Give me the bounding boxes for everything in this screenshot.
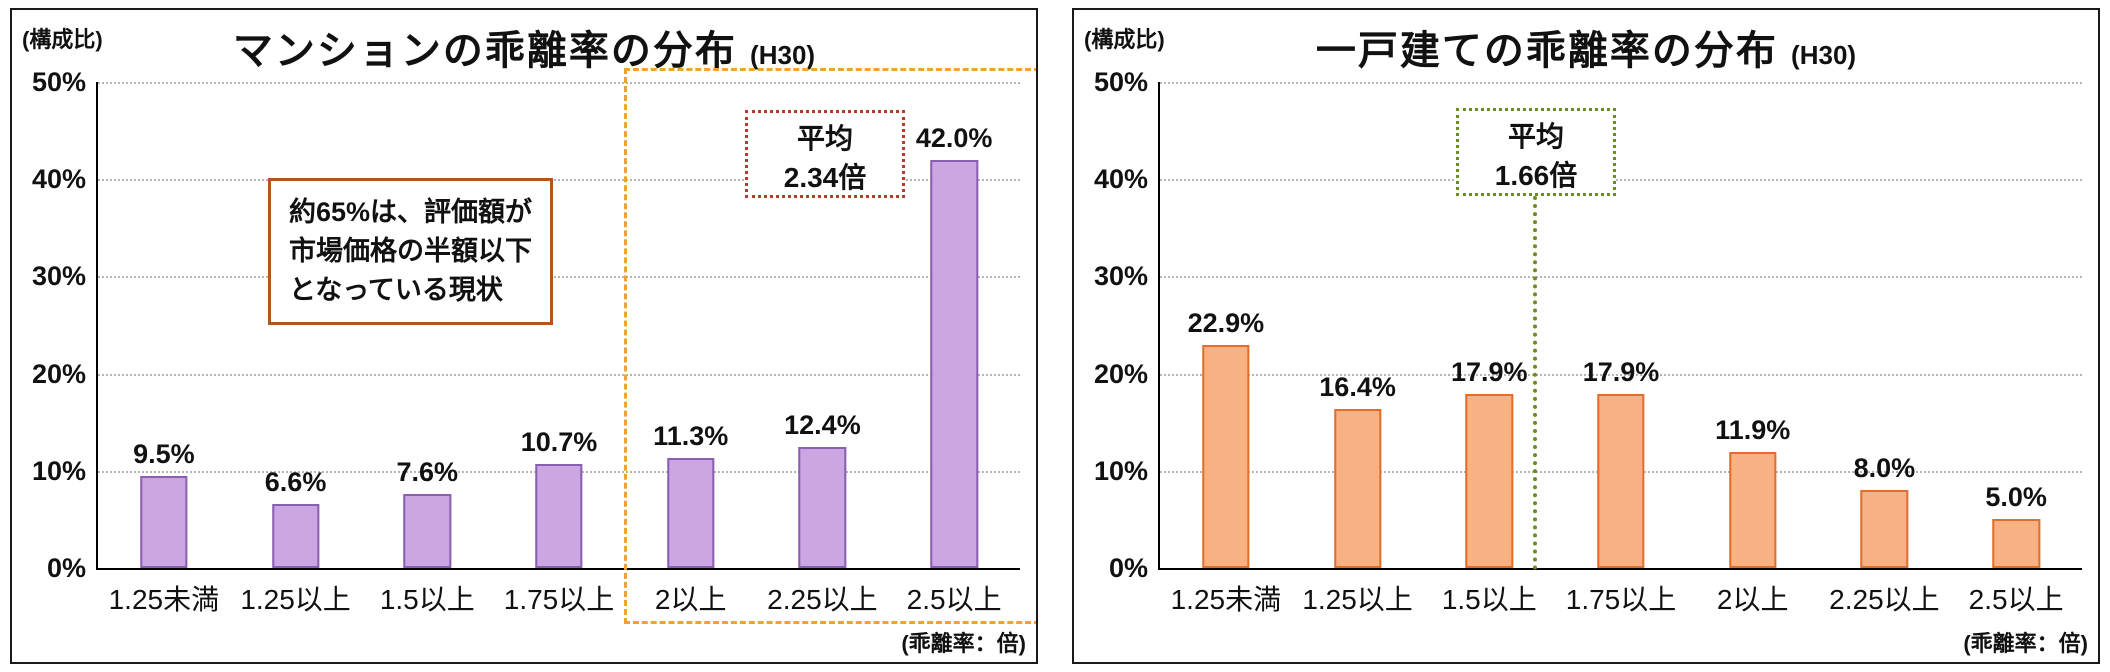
x-category-label: 2.25以上 [1829, 584, 1940, 615]
bar-value-label: 17.9% [1451, 357, 1528, 388]
bar [930, 159, 978, 568]
y-tick-label: 0% [46, 553, 86, 583]
x-category-label: 1.25以上 [240, 584, 351, 615]
bar-value-label: 10.7% [520, 427, 598, 457]
bar [1860, 490, 1909, 568]
chart-title-text: マンションの乖離率の分布 [232, 29, 737, 73]
bar-value-label: 11.9% [1715, 415, 1791, 446]
x-axis-unit-label: (乖離率：倍) [1963, 631, 2088, 656]
y-tick-label: 50% [1093, 67, 1148, 97]
bar-value-label: 16.4% [1319, 371, 1396, 402]
y-tick-label: 10% [1093, 455, 1148, 486]
y-tick-label: 0% [1108, 553, 1148, 583]
bar [1202, 345, 1250, 568]
highlight-dashed-box [624, 68, 1036, 624]
x-category-label: 1.25未満 [108, 584, 220, 615]
x-category-label: 2.5以上 [906, 584, 1002, 615]
x-category-label: 1.25未満 [1170, 584, 1282, 615]
gridline [98, 373, 1020, 376]
average-annotation-box: 平均 1.66倍 [1456, 108, 1616, 196]
note-annotation-box: 約65%は、評価額が 市場価格の半額以下 となっている現状 [268, 178, 554, 326]
gridline [1160, 82, 2082, 84]
gridline [98, 82, 1020, 84]
average-annotation-box: 平均 2.34倍 [745, 110, 905, 198]
bar [1729, 452, 1777, 568]
average-dotted-line [1533, 196, 1537, 570]
bar-value-label: 6.6% [264, 466, 327, 497]
bar [798, 447, 847, 568]
bar-value-label: 5.0% [1985, 482, 2047, 513]
plot-area: 0% 10% 20% 30% 40% 50% 9.5% 1.25未満 6.6% 1.25以上 7.6… [32, 67, 1020, 615]
bar-value-label: 7.6% [396, 457, 459, 488]
bar [140, 475, 188, 568]
bar [1597, 394, 1645, 568]
chart-panel-detached-house: (構成比) 一戸建ての乖離率の分布 (H30) 0% 10% 20% 30% 40% 50… [1072, 8, 2100, 664]
chart-title: マンションの乖離率の分布 (H30) [12, 18, 1036, 76]
x-category-label: 2以上 [654, 584, 727, 615]
chart-title: 一戸建ての乖離率の分布 (H30) [1074, 18, 2098, 76]
bar-value-label: 9.5% [133, 438, 195, 469]
y-axis-unit-label: (構成比) [1084, 27, 1165, 52]
x-category-label: 2以上 [1716, 584, 1789, 615]
x-category-label: 1.5以上 [1441, 584, 1537, 615]
x-category-label: 1.75以上 [1565, 584, 1677, 615]
x-category-label: 1.5以上 [379, 584, 475, 615]
bar-value-label: 8.0% [1853, 453, 1916, 484]
chart-title-suffix: (H30) [750, 40, 816, 70]
bar-value-label: 12.4% [784, 410, 861, 441]
bar [1992, 519, 2040, 568]
gridline [1160, 276, 2082, 279]
y-tick-label: 30% [31, 261, 86, 292]
x-category-label: 1.75以上 [503, 584, 615, 615]
y-tick-label: 40% [31, 164, 86, 195]
bar [1333, 408, 1382, 568]
gridline [1160, 179, 2082, 182]
gridline [98, 179, 1020, 182]
bar-value-label: 17.9% [1582, 357, 1660, 388]
y-tick-label: 20% [1093, 358, 1148, 389]
bar-value-label: 42.0% [915, 122, 993, 153]
y-tick-label: 50% [31, 67, 86, 97]
bar [271, 503, 320, 568]
y-tick-label: 40% [1093, 164, 1148, 195]
gridline [1160, 373, 2082, 376]
y-tick-label: 10% [31, 455, 86, 486]
y-tick-label: 30% [1093, 261, 1148, 292]
y-axis-unit-label: (構成比) [22, 27, 103, 52]
bar-value-label: 11.3% [653, 421, 729, 452]
chart-title-suffix: (H30) [1791, 40, 1857, 70]
bar [667, 458, 715, 568]
plot-area: 0% 10% 20% 30% 40% 50% 22.9% 1.25未満 16.4% 1.25以上 1… [1094, 67, 2082, 615]
x-axis-unit-label: (乖離率：倍) [901, 631, 1026, 656]
bar [535, 464, 583, 568]
x-category-label: 2.25以上 [767, 584, 878, 615]
gridline [98, 276, 1020, 279]
bar [403, 494, 451, 568]
chart-panel-mansion: (構成比) マンションの乖離率の分布 (H30) 0% 10% 20% 30% 40% 5… [10, 8, 1038, 664]
bar [1465, 394, 1513, 568]
bar-value-label: 22.9% [1187, 308, 1265, 339]
x-category-label: 1.25以上 [1302, 584, 1413, 615]
y-tick-label: 20% [31, 358, 86, 389]
x-category-label: 2.5以上 [1968, 584, 2064, 615]
chart-title-text: 一戸建ての乖離率の分布 [1315, 29, 1778, 73]
